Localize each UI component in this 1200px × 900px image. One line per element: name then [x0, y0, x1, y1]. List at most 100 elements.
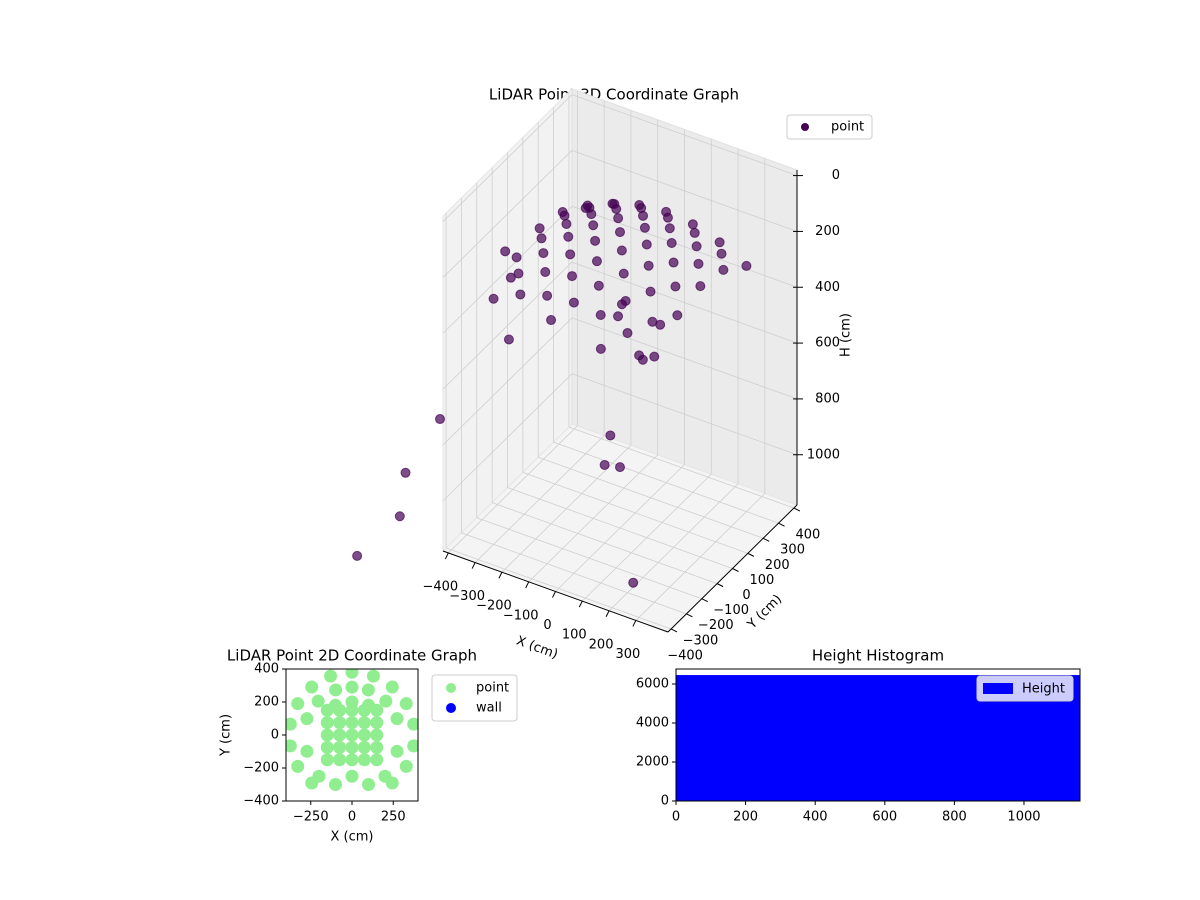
point: [695, 281, 706, 292]
y-tick-label: −200: [698, 618, 734, 633]
z-tick-label: 800: [815, 391, 840, 406]
x-tick-label: 300: [615, 647, 640, 662]
point: [500, 246, 511, 257]
point: [714, 237, 725, 248]
y-tick-label: −400: [667, 648, 703, 663]
point: [540, 267, 551, 278]
grid-line: [571, 261, 798, 344]
point: [559, 210, 570, 221]
grid-line: [442, 261, 573, 390]
point: [616, 245, 627, 256]
point: [291, 697, 305, 711]
point: [655, 319, 666, 330]
x-tick-label: 0: [348, 810, 356, 825]
legend-patch: [983, 683, 1013, 694]
z-tick-label: 0: [832, 168, 840, 183]
point: [399, 697, 413, 711]
tick-mark: [762, 537, 770, 542]
point: [378, 769, 392, 783]
point: [333, 740, 347, 754]
point: [563, 231, 574, 242]
point: [662, 212, 673, 223]
y-tick-label: 200: [765, 558, 790, 573]
point: [622, 328, 633, 339]
point: [615, 227, 625, 238]
tick-mark: [670, 628, 678, 633]
point: [370, 716, 384, 730]
point: [613, 213, 624, 224]
point: [357, 716, 371, 730]
point: [320, 728, 334, 742]
grid-line: [507, 487, 733, 569]
y-tick-label: −300: [683, 633, 719, 648]
point: [565, 249, 576, 260]
point: [567, 271, 578, 282]
point: [311, 694, 325, 708]
tick-mark: [778, 522, 785, 527]
tick-mark: [444, 552, 449, 560]
point: [538, 248, 549, 259]
point: [649, 351, 660, 362]
point: [615, 462, 625, 473]
z-tick-label: 400: [815, 280, 840, 295]
point: [286, 739, 297, 753]
point: [320, 753, 334, 767]
point: [366, 669, 380, 683]
point: [345, 716, 359, 730]
point: [390, 744, 404, 758]
point: [320, 740, 334, 754]
grid-line: [571, 94, 798, 176]
point: [362, 778, 375, 791]
point: [407, 717, 418, 731]
legend-box: [976, 675, 1074, 702]
point: [370, 728, 384, 742]
x-tick-label: 1000: [1007, 810, 1040, 825]
point: [435, 414, 445, 425]
point: [300, 744, 314, 758]
point: [666, 238, 677, 249]
point: [286, 717, 297, 731]
point: [689, 227, 700, 238]
point: [718, 264, 729, 275]
point: [300, 712, 314, 726]
x-tick-label: −200: [476, 599, 512, 614]
legend-marker: [446, 703, 456, 713]
point: [505, 272, 516, 283]
point: [333, 728, 347, 742]
y-tick-label: 2000: [636, 755, 669, 770]
point: [588, 220, 599, 231]
point: [637, 354, 648, 365]
point: [691, 241, 702, 252]
point: [379, 694, 393, 708]
point: [586, 209, 597, 220]
point: [618, 268, 629, 279]
y-axis-label: Y (cm): [219, 714, 234, 757]
point: [312, 769, 326, 783]
grid-line: [442, 205, 573, 334]
point: [636, 203, 647, 214]
point: [361, 683, 375, 697]
point: [561, 218, 572, 229]
point: [345, 695, 359, 709]
point: [716, 248, 727, 259]
grid-line: [553, 441, 779, 524]
point: [664, 223, 675, 234]
x-tick-label: 250: [381, 810, 406, 825]
point: [693, 258, 704, 269]
y-tick-label: −200: [243, 761, 279, 776]
point: [568, 297, 579, 308]
point: [370, 753, 384, 767]
y-axis-line: [667, 504, 798, 633]
point: [357, 740, 371, 754]
tick-mark: [747, 552, 755, 557]
tick-mark: [552, 591, 556, 598]
point: [687, 219, 698, 230]
point: [370, 740, 384, 754]
point: [333, 753, 347, 767]
y-tick-label: −400: [243, 794, 279, 809]
tick-mark: [525, 581, 530, 589]
point: [534, 223, 545, 234]
y-tick-label: 0: [742, 588, 750, 603]
legend-label: Height: [1022, 682, 1065, 697]
